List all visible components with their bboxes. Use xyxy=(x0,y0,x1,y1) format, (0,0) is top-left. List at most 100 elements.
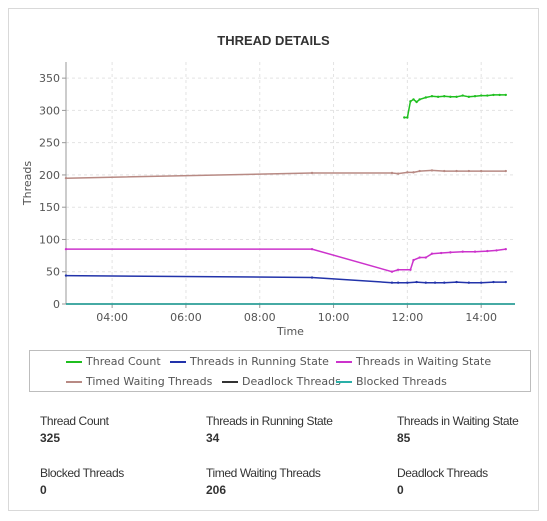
data-point-threads-in-waiting-state xyxy=(396,268,400,271)
y-axis-label: Threads xyxy=(21,161,34,206)
data-point-threads-in-running-state xyxy=(406,281,409,284)
data-point-timed-waiting-threads xyxy=(406,171,409,174)
data-point-threads-in-waiting-state xyxy=(310,247,314,251)
data-point-timed-waiting-threads xyxy=(443,169,446,173)
stat-label: Blocked Threads xyxy=(40,466,124,480)
data-point-threads-in-running-state xyxy=(443,281,446,284)
data-point-threads-in-running-state xyxy=(433,281,437,284)
legend-item-threads-in-waiting-state[interactable]: Threads in Waiting State xyxy=(336,355,491,368)
legend-label: Blocked Threads xyxy=(356,375,447,388)
y-tick-label: 0 xyxy=(53,298,60,311)
legend-swatch xyxy=(336,360,352,363)
data-point-threads-in-running-state xyxy=(492,280,495,284)
data-point-threads-in-waiting-state xyxy=(64,247,68,251)
legend-item-threads-in-running-state[interactable]: Threads in Running State xyxy=(170,355,329,368)
data-point-threads-in-waiting-state xyxy=(412,258,415,262)
data-point-thread-count xyxy=(418,98,421,101)
y-tick-label: 50 xyxy=(46,266,60,279)
data-point-timed-waiting-threads xyxy=(467,169,471,173)
stat-value: 325 xyxy=(40,431,61,445)
legend-swatch xyxy=(66,360,82,363)
chart-title: THREAD DETAILS xyxy=(217,33,330,48)
legend-label: Thread Count xyxy=(86,355,161,368)
data-point-threads-in-waiting-state xyxy=(495,249,498,252)
legend-label: Deadlock Threads xyxy=(242,375,341,388)
stat-label: Deadlock Threads xyxy=(397,466,488,480)
legend-item-blocked-threads[interactable]: Blocked Threads xyxy=(336,375,447,388)
data-point-threads-in-running-state xyxy=(424,281,428,284)
y-tick-label: 200 xyxy=(39,169,60,182)
data-point-timed-waiting-threads xyxy=(479,169,483,173)
data-point-timed-waiting-threads xyxy=(396,172,400,175)
data-point-thread-count xyxy=(473,95,477,98)
data-point-threads-in-waiting-state xyxy=(461,250,464,253)
stat-thread-count: Thread Count 325 xyxy=(40,414,109,445)
data-point-threads-in-waiting-state xyxy=(409,268,412,271)
stat-threads-in-running-state: Threads in Running State 34 xyxy=(206,414,333,445)
data-point-thread-count xyxy=(486,94,489,97)
data-point-threads-in-waiting-state xyxy=(486,249,489,253)
data-point-timed-waiting-threads xyxy=(390,171,394,175)
data-point-threads-in-running-state xyxy=(396,281,400,284)
legend-swatch xyxy=(336,380,352,383)
stat-value: 0 xyxy=(40,483,47,497)
x-tick-label: 06:00 xyxy=(170,311,202,324)
data-point-threads-in-waiting-state xyxy=(439,251,443,255)
data-point-thread-count xyxy=(492,93,495,97)
x-tick-label: 10:00 xyxy=(318,311,350,324)
data-point-thread-count xyxy=(443,95,446,98)
data-point-timed-waiting-threads xyxy=(430,169,434,172)
stat-threads-in-waiting-state: Threads in Waiting State 85 xyxy=(397,414,519,445)
x-tick-label: 14:00 xyxy=(465,311,497,324)
data-point-thread-count xyxy=(467,95,471,99)
data-point-threads-in-waiting-state xyxy=(418,256,421,259)
chart-legend: Thread Count Threads in Running State Thre… xyxy=(29,350,531,392)
legend-swatch xyxy=(170,360,186,363)
data-point-thread-count xyxy=(449,95,452,99)
y-tick-label: 150 xyxy=(39,201,60,214)
data-point-threads-in-running-state xyxy=(390,281,394,284)
data-point-threads-in-waiting-state xyxy=(424,256,428,259)
data-point-threads-in-running-state xyxy=(479,281,483,284)
stat-deadlock-threads: Deadlock Threads 0 xyxy=(397,466,488,497)
stat-value: 0 xyxy=(397,483,404,497)
data-point-threads-in-running-state xyxy=(504,280,507,284)
data-point-threads-in-running-state xyxy=(310,276,314,279)
data-point-thread-count xyxy=(406,116,409,119)
legend-label: Threads in Waiting State xyxy=(356,355,492,368)
data-point-thread-count xyxy=(409,100,412,103)
y-tick-label: 300 xyxy=(39,104,60,117)
data-point-thread-count xyxy=(455,95,458,99)
legend-item-timed-waiting-threads[interactable]: Timed Waiting Threads xyxy=(66,375,212,388)
legend-item-thread-count[interactable]: Thread Count xyxy=(66,355,161,368)
stat-label: Thread Count xyxy=(40,414,109,428)
x-tick-label: 04:00 xyxy=(96,311,128,324)
data-point-threads-in-waiting-state xyxy=(430,252,434,255)
data-point-thread-count xyxy=(415,100,418,104)
stat-label: Timed Waiting Threads xyxy=(206,466,321,480)
stat-value: 34 xyxy=(206,431,220,445)
data-point-timed-waiting-threads xyxy=(418,169,421,173)
legend-swatch xyxy=(222,380,238,383)
data-point-threads-in-waiting-state xyxy=(449,251,452,254)
data-point-thread-count xyxy=(436,95,440,99)
data-point-timed-waiting-threads xyxy=(455,169,458,173)
data-point-thread-count xyxy=(461,94,464,97)
stat-blocked-threads: Blocked Threads 0 xyxy=(40,466,124,497)
data-point-thread-count xyxy=(403,116,406,119)
legend-swatch xyxy=(66,380,82,383)
stat-value: 206 xyxy=(206,483,227,497)
series-line-threads-in-waiting-state xyxy=(66,248,506,273)
data-point-threads-in-waiting-state xyxy=(390,270,394,273)
data-point-timed-waiting-threads xyxy=(412,171,415,174)
data-point-thread-count xyxy=(424,96,428,99)
y-tick-label: 350 xyxy=(39,72,60,85)
x-tick-label: 08:00 xyxy=(244,311,276,324)
data-point-threads-in-running-state xyxy=(64,274,68,277)
stat-timed-waiting-threads: Timed Waiting Threads 206 xyxy=(206,466,321,497)
data-point-timed-waiting-threads xyxy=(64,176,68,180)
legend-item-deadlock-threads[interactable]: Deadlock Threads xyxy=(222,375,341,388)
x-axis-label: Time xyxy=(276,325,304,338)
stat-label: Threads in Running State xyxy=(206,414,333,428)
data-point-thread-count xyxy=(498,93,501,97)
